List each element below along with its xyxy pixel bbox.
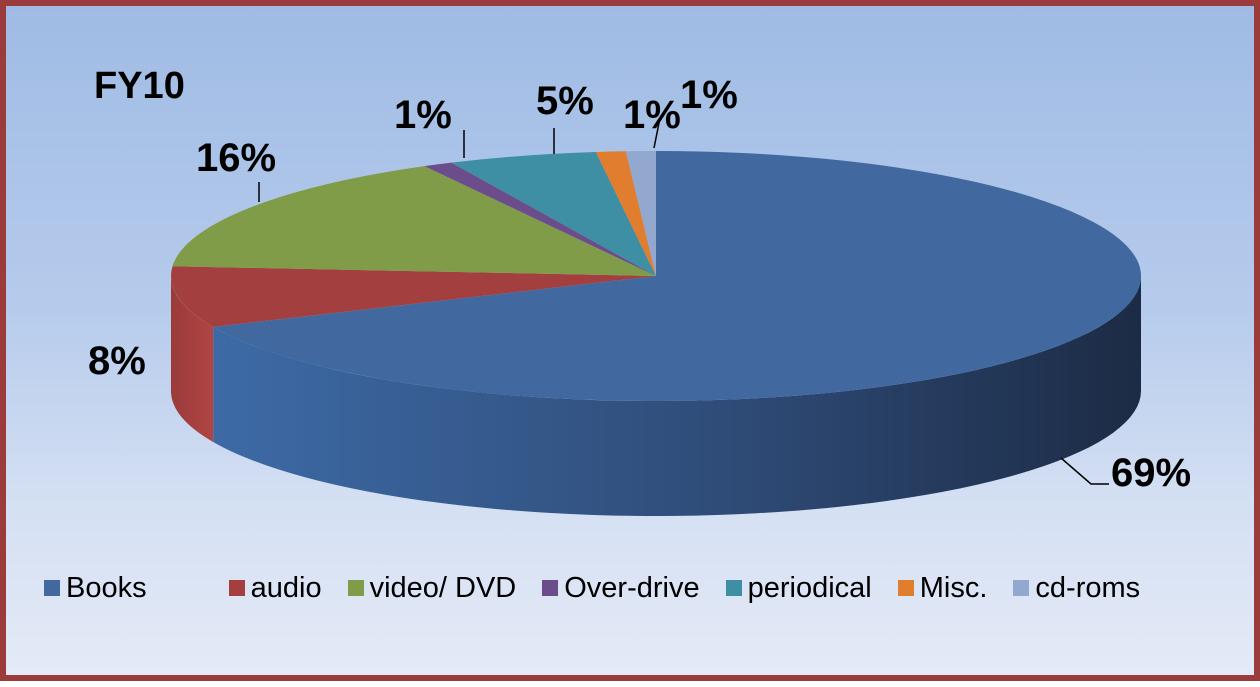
legend-swatch-periodical	[725, 580, 742, 596]
legend-item-books: Books	[44, 572, 147, 605]
data-label-over-drive: 1%	[394, 93, 452, 137]
legend-label-over-drive: Over-drive	[564, 571, 700, 604]
legend-label-misc: Misc.	[919, 571, 988, 604]
slice-audio	[170, 266, 656, 327]
leader-line-books	[1060, 457, 1109, 485]
data-label-video-dvd: 16%	[196, 136, 276, 180]
legend-label-cd-roms: cd-roms	[1035, 571, 1141, 604]
legend-label-periodical: periodical	[747, 571, 872, 604]
legend-label-books: Books	[66, 571, 147, 604]
slice-books	[213, 151, 1141, 401]
slice-periodical	[451, 151, 656, 276]
legend-item-cd-roms: cd-roms	[1013, 572, 1140, 605]
leader-lines	[258, 117, 1109, 485]
data-labels: 69%8%16%1% 5% 1% 1%	[88, 73, 1191, 495]
data-label-cd-roms: 1%	[680, 73, 738, 117]
legend-item-periodical: periodical	[725, 571, 872, 605]
legend-swatch-audio	[228, 580, 245, 596]
slice-side-books	[213, 276, 1141, 516]
legend-item-misc: Misc.	[897, 571, 988, 605]
leader-line-cd-roms	[653, 117, 661, 149]
slice-cd-roms	[625, 151, 656, 276]
pie-sides	[171, 276, 1141, 516]
data-label-books: 69%	[1111, 451, 1191, 495]
legend-item-video-dvd: video/ DVD	[347, 571, 517, 605]
legend-swatch-cd-roms	[1013, 580, 1030, 596]
legend-item-over-drive: Over-drive	[542, 571, 700, 605]
chart-title: FY10	[94, 65, 185, 107]
legend: Books audio video/ DVD Over-drive periodical…	[44, 566, 1256, 610]
pie-chart: FY10 69%8%16%1% 5% 1% 1%	[88, 65, 1191, 516]
slice-side-audio	[171, 276, 214, 442]
slice-video-dvd	[172, 166, 657, 276]
slice-misc	[595, 151, 656, 276]
legend-swatch-books	[44, 580, 60, 596]
data-label-misc: 1%	[623, 93, 681, 137]
pie-tops	[170, 151, 1141, 401]
data-label-audio: 8%	[88, 339, 146, 383]
data-label-periodical: 5%	[536, 79, 594, 123]
legend-swatch-misc	[897, 580, 914, 596]
legend-label-audio: audio	[250, 571, 322, 604]
legend-swatch-video-dvd	[347, 580, 364, 596]
legend-item-audio: audio	[228, 571, 322, 605]
legend-label-video-dvd: video/ DVD	[369, 571, 517, 604]
slice-over-drive	[424, 162, 656, 276]
legend-swatch-over-drive	[542, 580, 559, 596]
